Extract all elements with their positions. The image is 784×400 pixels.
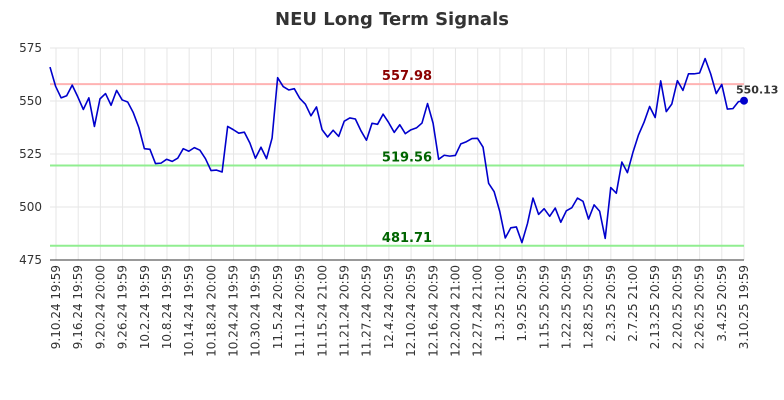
x-tick-label: 1.15.25 20:59 (537, 265, 551, 349)
x-tick-label: 12.16.24 20:59 (426, 265, 440, 357)
x-tick-label: 9.26.24 19:59 (116, 265, 130, 349)
x-tick-label: 10.18.24 20:00 (204, 265, 218, 357)
x-tick-label: 2.26.25 20:59 (693, 265, 707, 349)
x-tick-label: 11.15.24 21:00 (315, 265, 329, 357)
last-value-label: 550.13 (736, 84, 778, 97)
x-tick-label: 10.2.24 19:59 (138, 265, 152, 349)
x-tick-label: 9.16.24 19:59 (71, 265, 85, 349)
series (49, 57, 748, 244)
last-point-marker (740, 96, 748, 105)
x-tick-label: 10.14.24 19:59 (182, 265, 196, 357)
x-tick-label: 2.3.25 20:59 (604, 265, 618, 342)
y-tick-label: 500 (19, 200, 42, 214)
x-tick-label: 2.7.25 21:00 (626, 265, 640, 342)
x-tick-label: 2.13.25 20:59 (648, 265, 662, 349)
x-tick-label: 11.5.24 20:59 (271, 265, 285, 349)
x-tick-label: 3.4.25 20:59 (715, 265, 729, 342)
x-tick-label: 10.8.24 19:59 (160, 265, 174, 349)
x-tick-label: 1.3.25 21:00 (493, 265, 507, 342)
x-tick-label: 1.9.25 20:59 (515, 265, 529, 342)
x-tick-label: 11.27.24 20:59 (360, 265, 374, 357)
x-tick-label: 3.10.25 19:59 (737, 265, 751, 349)
axes: 475 500 525 550 575 9.10.24 19:59 9.16.24 19:5… (19, 41, 751, 357)
x-tick-label: 1.22.25 20:59 (559, 265, 573, 349)
price-series-line (49, 57, 745, 244)
reference-line-label: 481.71 (382, 231, 432, 246)
y-tick-label: 475 (19, 253, 42, 267)
reference-line-label: 519.56 (382, 151, 432, 166)
y-tick-label: 575 (19, 41, 42, 55)
y-tick-label: 550 (19, 94, 42, 108)
labels: 557.98 519.56 481.71 550.13 (382, 69, 779, 246)
x-tick-label: 10.30.24 19:59 (249, 265, 263, 357)
x-tick-label: 12.4.24 20:59 (382, 265, 396, 349)
x-tick-label: 11.11.24 20:59 (293, 265, 307, 357)
x-tick-label: 11.21.24 20:59 (338, 265, 352, 357)
x-tick-label: 2.20.25 20:59 (670, 265, 684, 349)
x-tick-label: 12.27.24 21:00 (471, 265, 485, 357)
chart-title: NEU Long Term Signals (275, 9, 509, 30)
x-tick-label: 9.10.24 19:59 (49, 265, 63, 349)
y-tick-label: 525 (19, 147, 42, 161)
reference-line-label: 557.98 (382, 69, 432, 84)
x-tick-label: 1.28.25 20:59 (582, 265, 596, 349)
reference-lines (50, 83, 744, 247)
x-tick-label: 12.10.24 20:59 (404, 265, 418, 357)
x-tick-label: 9.20.24 20:00 (93, 265, 107, 349)
x-tick-label: 10.24.24 19:59 (227, 265, 241, 357)
x-tick-label: 12.20.24 21:00 (448, 265, 462, 357)
